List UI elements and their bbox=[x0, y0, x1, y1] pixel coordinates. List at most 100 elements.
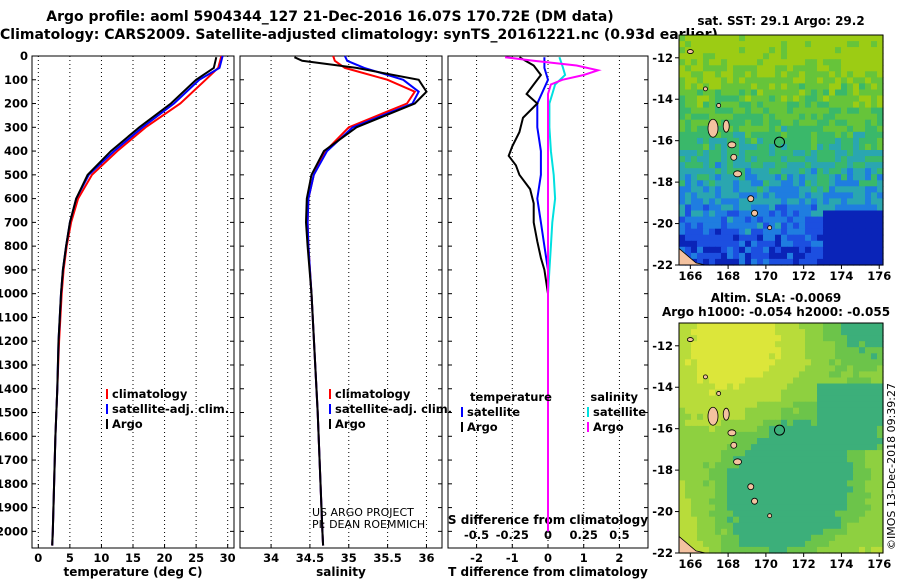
sst-cell bbox=[823, 53, 830, 60]
sst-cell bbox=[859, 240, 866, 248]
sla-cell bbox=[781, 341, 788, 348]
sst-cell bbox=[715, 143, 722, 151]
sst-cell bbox=[715, 77, 722, 85]
sla-ytick-label: -18 bbox=[652, 463, 673, 477]
sst-cell bbox=[823, 168, 830, 175]
sla-cell bbox=[739, 323, 746, 330]
sst-cell bbox=[817, 65, 824, 72]
sla-cell bbox=[829, 540, 836, 548]
sst-cell bbox=[685, 65, 692, 72]
sst-cell bbox=[775, 222, 782, 230]
sst-cell bbox=[823, 47, 830, 54]
sla-cell bbox=[841, 419, 848, 427]
sla-cell bbox=[709, 516, 716, 524]
sst-cell bbox=[841, 143, 848, 151]
sla-cell bbox=[703, 498, 710, 506]
sla-cell bbox=[865, 341, 872, 348]
sst-cell bbox=[769, 137, 776, 145]
sla-cell bbox=[799, 444, 806, 451]
sst-cell bbox=[865, 59, 872, 66]
sst-cell bbox=[757, 89, 764, 97]
sst-ytick-label: -12 bbox=[652, 51, 673, 65]
sst-cell bbox=[733, 41, 740, 48]
sla-cell bbox=[823, 335, 830, 342]
sst-cell bbox=[769, 162, 776, 169]
depth-tick-label: 1000 bbox=[0, 287, 28, 301]
sst-cell bbox=[835, 228, 842, 236]
sst-island bbox=[767, 225, 773, 231]
sst-cell bbox=[805, 107, 812, 115]
sla-cell bbox=[757, 371, 764, 379]
sla-cell bbox=[751, 401, 758, 409]
sst-cell bbox=[775, 174, 782, 181]
sst-cell bbox=[691, 210, 698, 218]
sla-island bbox=[686, 337, 694, 342]
sla-cell bbox=[871, 359, 878, 366]
sst-cell bbox=[709, 41, 716, 48]
sla-cell bbox=[805, 444, 812, 451]
sst-cell bbox=[859, 162, 866, 169]
sla-cell bbox=[829, 359, 836, 366]
sla-cell bbox=[775, 425, 782, 433]
sla-cell bbox=[817, 540, 824, 548]
sla-cell bbox=[775, 540, 782, 548]
sla-cell bbox=[727, 383, 734, 391]
sla-cell bbox=[817, 516, 824, 524]
sla-cell bbox=[835, 407, 842, 415]
sla-cell bbox=[865, 383, 872, 391]
sst-cell bbox=[733, 65, 740, 72]
sst-cell bbox=[685, 131, 692, 139]
sla-cell bbox=[763, 365, 770, 373]
sst-cell bbox=[703, 222, 710, 230]
sla-cell bbox=[769, 462, 776, 469]
sst-cell bbox=[751, 77, 758, 85]
sla-cell bbox=[739, 480, 746, 488]
sla-cell bbox=[703, 347, 710, 354]
sst-cell bbox=[835, 65, 842, 72]
sst-cell bbox=[877, 35, 884, 42]
sla-cell bbox=[793, 395, 800, 403]
sst-cell bbox=[877, 258, 884, 266]
sst-cell bbox=[739, 234, 746, 242]
sst-cell bbox=[757, 107, 764, 115]
sla-cell bbox=[751, 377, 758, 385]
sst-cell bbox=[739, 35, 746, 42]
sla-cell bbox=[745, 522, 752, 530]
sla-cell bbox=[709, 377, 716, 385]
sla-cell bbox=[877, 407, 884, 415]
sst-cell bbox=[871, 35, 878, 42]
sla-cell bbox=[709, 474, 716, 481]
sla-cell bbox=[703, 474, 710, 481]
sla-cell bbox=[763, 450, 770, 457]
sst-cell bbox=[799, 113, 806, 121]
sla-cell bbox=[805, 389, 812, 397]
sst-cell bbox=[763, 65, 770, 72]
sla-cell bbox=[793, 365, 800, 373]
sst-cell bbox=[877, 125, 884, 133]
sst-cell bbox=[697, 252, 704, 260]
sla-cell bbox=[859, 407, 866, 415]
sla-cell bbox=[757, 389, 764, 397]
sla-cell bbox=[721, 522, 728, 530]
sst-cell bbox=[703, 150, 710, 157]
sla-cell bbox=[793, 498, 800, 506]
sst-cell bbox=[787, 198, 794, 206]
sla-cell bbox=[847, 335, 854, 342]
sla-cell bbox=[691, 438, 698, 445]
sla-cell bbox=[721, 347, 728, 354]
sst-cell bbox=[685, 101, 692, 109]
sst-cell bbox=[739, 41, 746, 48]
sst-cell bbox=[745, 162, 752, 169]
sla-cell bbox=[805, 371, 812, 379]
sla-cell bbox=[763, 341, 770, 348]
sst-cell bbox=[763, 156, 770, 163]
sla-cell bbox=[745, 371, 752, 379]
sla-cell bbox=[685, 468, 692, 475]
sla-cell bbox=[709, 395, 716, 403]
sst-xtick-label: 176 bbox=[867, 269, 891, 283]
sla-island bbox=[767, 513, 773, 519]
sst-cell bbox=[745, 234, 752, 242]
sst-cell bbox=[709, 107, 716, 115]
sst-cell bbox=[871, 95, 878, 103]
sst-cell bbox=[817, 180, 824, 187]
